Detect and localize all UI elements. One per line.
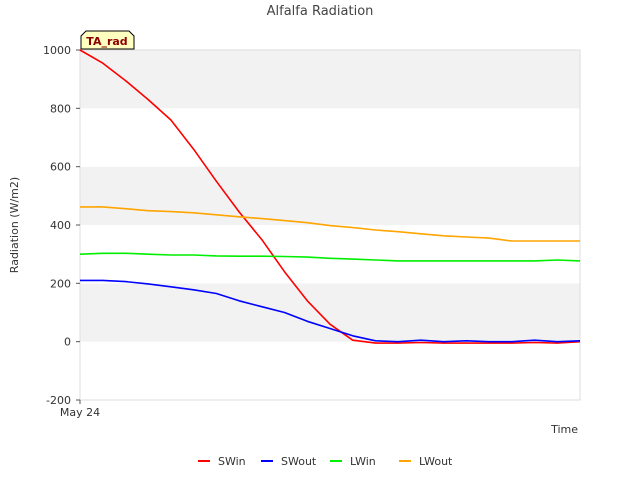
y-axis-label: Radiation (W/m2) bbox=[8, 177, 21, 273]
grid-band bbox=[80, 108, 580, 167]
y-tick-label: 1000 bbox=[43, 44, 71, 57]
badge-background bbox=[80, 30, 135, 50]
grid-band bbox=[80, 341, 580, 400]
series-line-swout bbox=[80, 279, 581, 343]
series-line-lwout bbox=[80, 206, 580, 242]
grid-band bbox=[80, 166, 580, 225]
x-tick-label: May 24 bbox=[60, 406, 100, 419]
y-tick-label: -200 bbox=[46, 394, 71, 407]
y-tick-label: 600 bbox=[50, 161, 71, 174]
y-tick-label: 0 bbox=[64, 336, 71, 349]
series-line-swin bbox=[79, 49, 581, 344]
legend-label-lwout: LWout bbox=[419, 455, 453, 468]
legend-label-swout: SWout bbox=[281, 455, 317, 468]
y-tick-label: 800 bbox=[50, 102, 71, 115]
chart-title: Alfalfa Radiation bbox=[267, 4, 374, 19]
x-axis-ticks: May 24 bbox=[60, 400, 100, 419]
legend-label-swin: SWin bbox=[218, 455, 246, 468]
series-line-lwin bbox=[79, 252, 581, 262]
grid-band bbox=[80, 283, 580, 342]
y-axis-ticks: -200 0 200 400 600 800 1000 bbox=[43, 44, 80, 407]
badge-label: TA_rad bbox=[86, 35, 127, 48]
x-axis-label: Time bbox=[550, 423, 578, 436]
series-lines bbox=[79, 49, 581, 344]
grid-band bbox=[80, 50, 580, 109]
y-tick-label: 200 bbox=[50, 277, 71, 290]
y-tick-label: 400 bbox=[50, 219, 71, 232]
legend: SWin SWout LWin LWout bbox=[198, 455, 453, 468]
ta-rad-badge: TA_rad bbox=[80, 30, 135, 50]
legend-label-lwin: LWin bbox=[350, 455, 376, 468]
background-bands bbox=[80, 50, 580, 400]
